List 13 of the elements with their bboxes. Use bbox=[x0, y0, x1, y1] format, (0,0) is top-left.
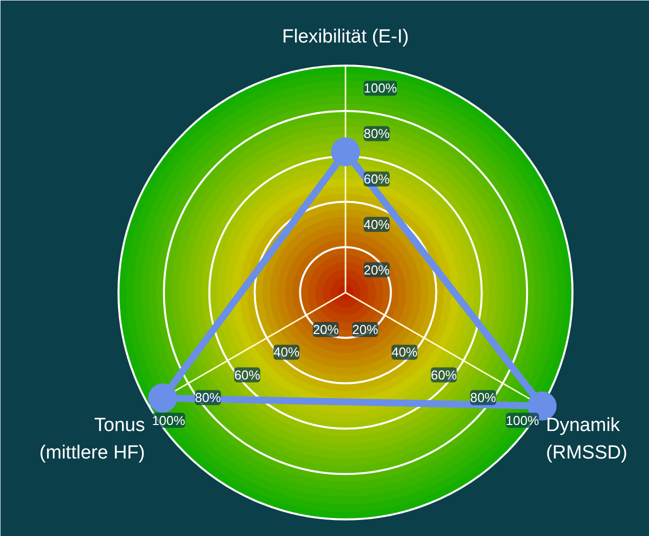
spoke-label: Dynamik (RMSSD) bbox=[546, 415, 628, 464]
text: 20% bbox=[312, 322, 339, 338]
text: 80% bbox=[194, 390, 221, 406]
text: 40% bbox=[364, 216, 390, 232]
spoke-label: Tonus (mittlere HF) bbox=[39, 415, 145, 464]
text: 100% bbox=[364, 80, 397, 96]
text: 60% bbox=[364, 172, 390, 186]
spoke-label: Flexibilität (E-I) bbox=[282, 26, 409, 48]
text: 20% bbox=[364, 262, 390, 278]
text: 80% bbox=[364, 126, 390, 142]
text: 60% bbox=[234, 367, 260, 382]
text: 40% bbox=[274, 344, 300, 360]
text: 100% bbox=[506, 412, 540, 428]
